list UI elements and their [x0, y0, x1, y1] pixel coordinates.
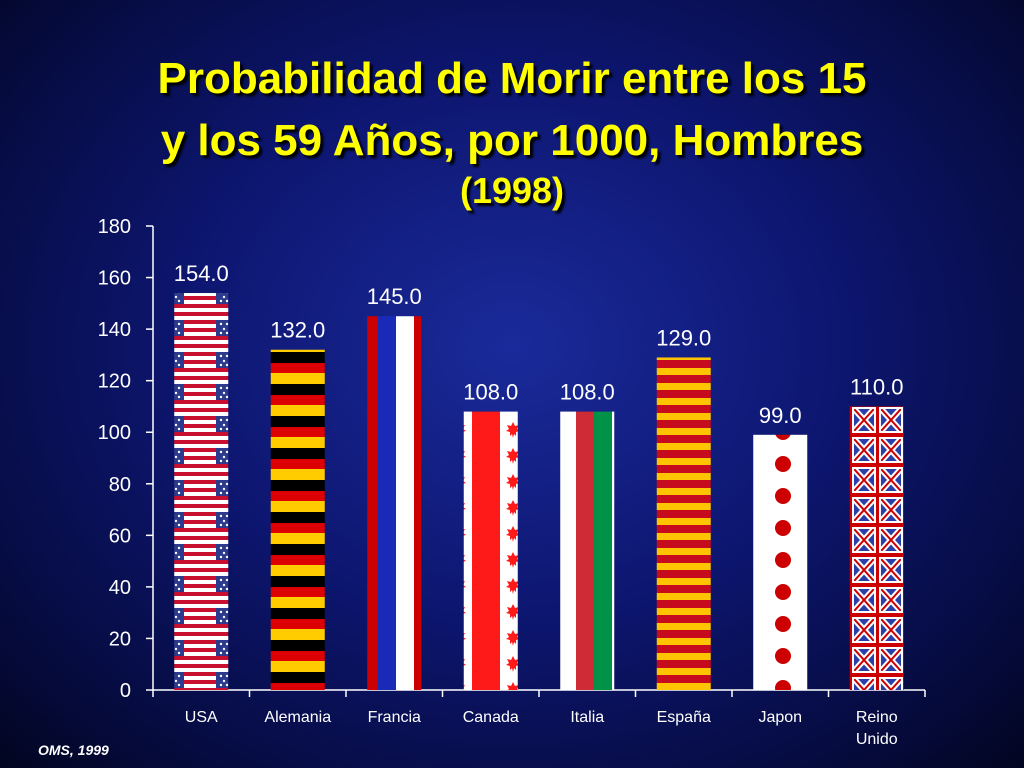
title-line-1: Probabilidad de Morir entre los 15: [157, 54, 867, 103]
x-tick-label: Alemania: [264, 709, 331, 726]
y-tick-label: 120: [98, 371, 131, 393]
y-tick-label: 20: [109, 628, 131, 650]
data-label: 154.0: [174, 261, 229, 286]
data-label: 129.0: [656, 325, 711, 350]
bar-reino-unido: [849, 406, 904, 690]
x-tick-label: USA: [185, 709, 218, 726]
y-tick-label: 0: [120, 680, 131, 702]
bar-alemania: [270, 349, 325, 690]
data-label: 99.0: [759, 403, 802, 428]
x-tick-label: Francia: [368, 709, 421, 726]
x-tick-label: Reino: [856, 709, 898, 726]
bar-usa: [174, 293, 229, 690]
x-tick-label: España: [657, 709, 711, 726]
source-note: OMS, 1999: [38, 742, 109, 758]
y-tick-label: 180: [98, 216, 131, 238]
data-label: 110.0: [850, 374, 903, 399]
title-line-2: y los 59 Años, por 1000, Hombres: [160, 116, 864, 165]
bar-francia: [367, 316, 422, 690]
data-label: 132.0: [270, 318, 325, 343]
x-tick-label: Japon: [758, 709, 802, 726]
x-tick-label: Canada: [463, 709, 519, 726]
bar-españa: [656, 357, 711, 690]
y-tick-label: 140: [98, 319, 131, 341]
y-tick-label: 100: [98, 422, 131, 444]
y-tick-label: 40: [109, 577, 131, 599]
title-line-3: (1998): [459, 170, 565, 211]
x-tick-label: Italia: [570, 709, 604, 726]
bar-italia: [560, 411, 615, 690]
chart-title: Probabilidad de Morir entre los 15 y los…: [0, 48, 1024, 214]
y-tick-label: 160: [98, 268, 131, 290]
bar-canada: [463, 411, 518, 690]
data-label: 108.0: [463, 380, 518, 405]
y-tick-label: 60: [109, 525, 131, 547]
bar-japon: [753, 434, 808, 690]
data-label: 145.0: [367, 284, 422, 309]
data-label: 108.0: [560, 380, 615, 405]
x-tick-label: Unido: [856, 731, 898, 748]
y-tick-label: 80: [109, 474, 131, 496]
